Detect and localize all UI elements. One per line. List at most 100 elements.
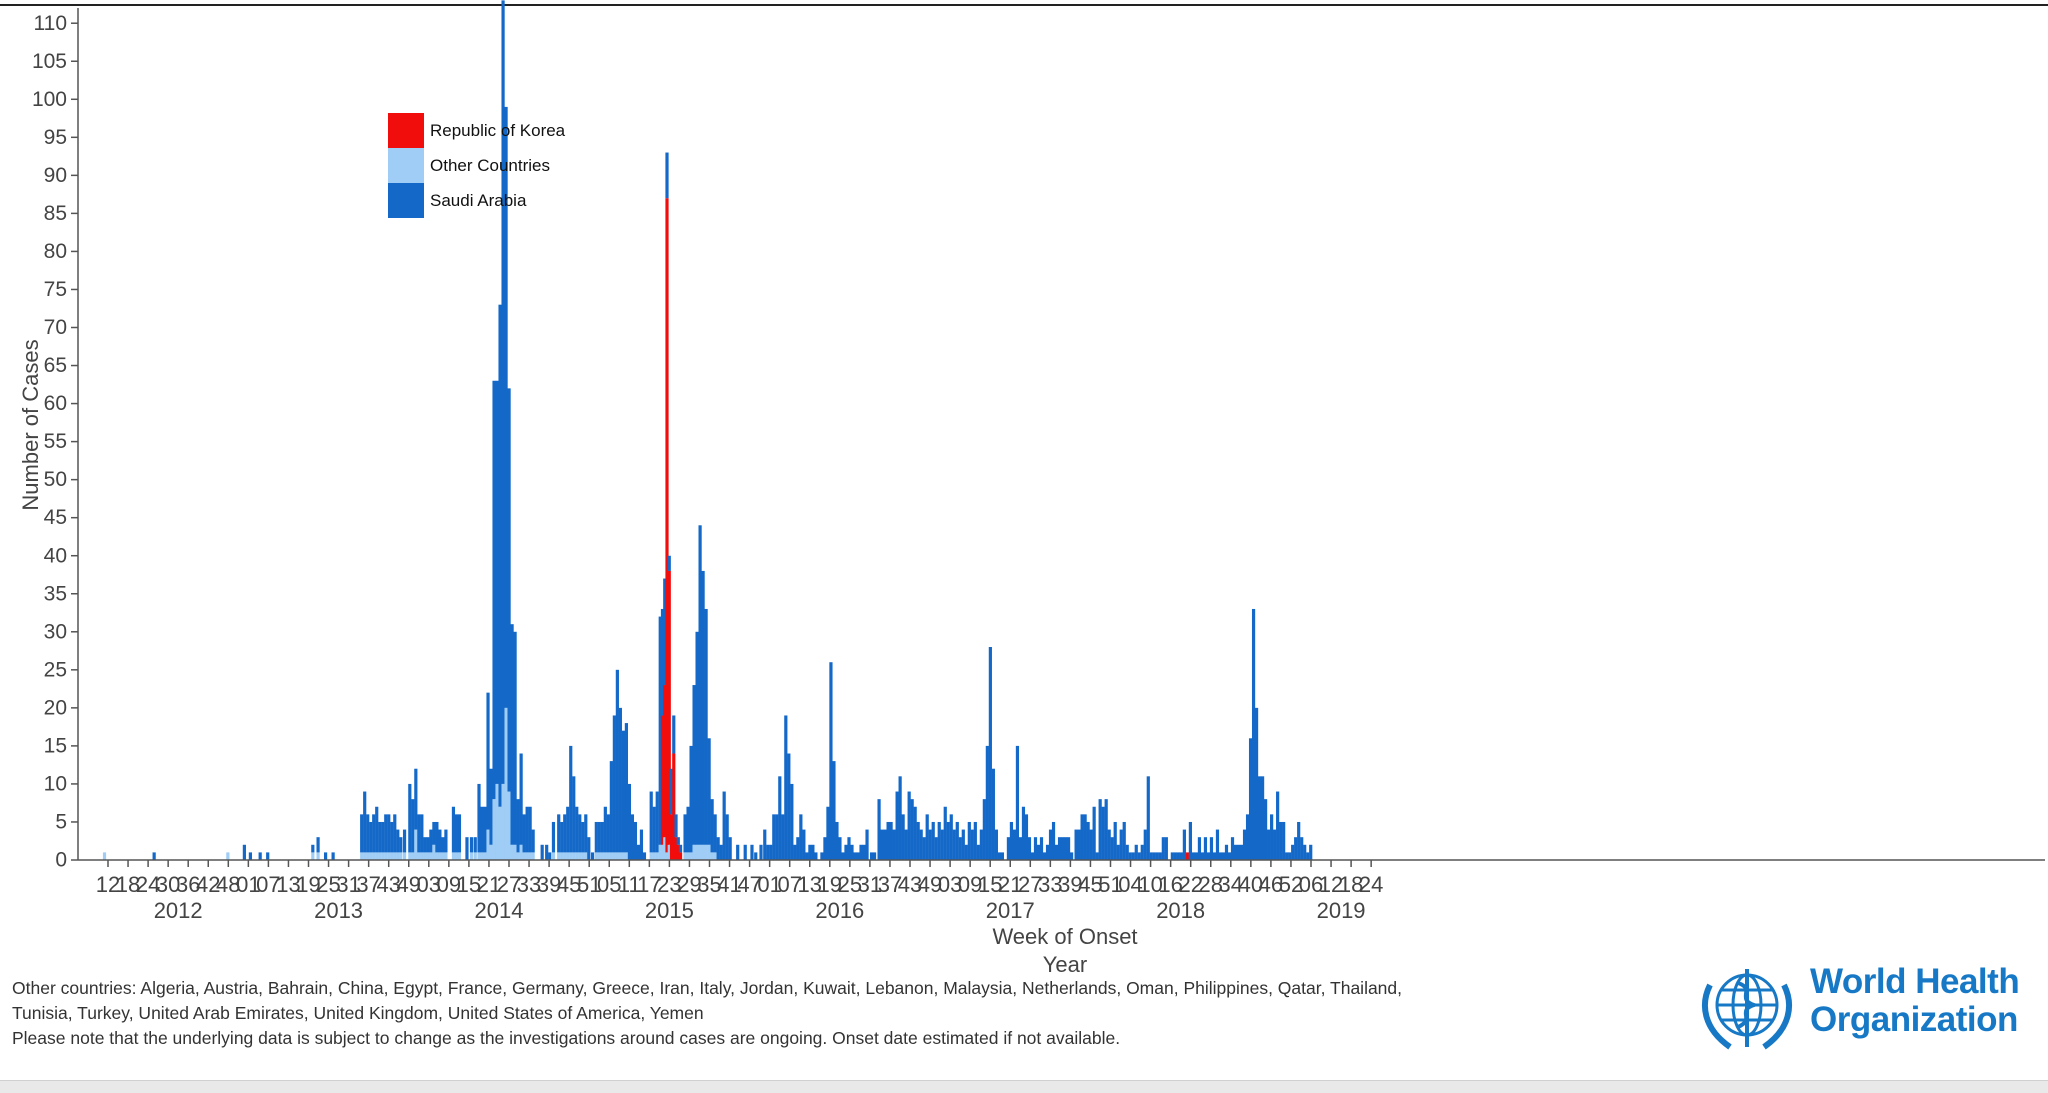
bar-saudi-arabia [698,525,702,845]
bar-saudi-arabia [1239,844,1244,860]
bar-saudi-arabia [489,768,493,845]
y-tick-label: 20 [44,696,67,719]
bar-saudi-arabia [1279,821,1283,860]
bar-saudi-arabia [901,814,905,860]
bar-other-countries [689,852,693,860]
bar-saudi-arabia [847,837,851,860]
bar-saudi-arabia [615,669,619,853]
bar-saudi-arabia [919,829,923,860]
bar-other-countries [695,844,699,860]
bar-saudi-arabia [880,829,884,860]
bar-saudi-arabia [660,608,665,716]
bar-other-countries [429,852,433,860]
bar-saudi-arabia [934,837,938,860]
bar-saudi-arabia [513,631,517,845]
bar-saudi-arabia [451,806,456,853]
bar-saudi-arabia [1048,829,1053,860]
bar-saudi-arabia [432,821,436,845]
bar-other-countries [381,852,385,860]
legend-swatch [388,113,424,148]
bar-saudi-arabia [248,852,252,860]
bar-saudi-arabia [805,852,809,860]
x-tick-label: 06 [1299,872,1323,897]
bar-saudi-arabia [1122,821,1126,860]
bar-saudi-arabia [473,837,477,853]
x-tick-label: 17 [637,872,661,897]
bar-other-countries [432,844,436,860]
bar-other-countries [423,852,427,860]
bar-saudi-arabia [859,844,863,860]
bar-saudi-arabia [603,806,607,853]
bar-other-countries [566,852,570,860]
bar-other-countries [369,852,373,860]
legend-swatch [388,148,424,183]
bar-saudi-arabia [1309,844,1313,860]
bar-saudi-arabia [1012,829,1017,860]
x-tick-label: 36 [176,872,200,897]
x-tick-label: 42 [196,872,220,897]
bar-other-countries [417,852,421,860]
bar-saudi-arabia [1273,829,1277,860]
bar-saudi-arabia [928,829,932,860]
x-axis-title-year-wrap: Year [1043,952,1087,977]
bar-other-countries [102,852,107,860]
bar-saudi-arabia [630,814,635,860]
x-tick-label: 12 [96,872,120,897]
bar-saudi-arabia [627,783,632,860]
bar-other-countries [510,844,514,860]
bar-saudi-arabia [707,738,711,845]
bar-saudi-arabia [1173,852,1177,860]
x-tick-label: 37 [356,872,380,897]
x-tick-label: 01 [236,872,260,897]
bar-saudi-arabia [1045,844,1050,860]
bar-saudi-arabia [621,730,625,853]
bar-saudi-arabia [793,844,797,860]
bar-saudi-arabia [581,821,585,853]
x-tick-label: 23 [657,872,681,897]
bar-saudi-arabia [695,631,699,845]
x-tick-label: 39 [537,872,561,897]
bar-other-countries [426,852,430,860]
x-tick-label: 12 [1319,872,1343,897]
bar-saudi-arabia [600,821,604,853]
bar-other-countries [402,852,407,860]
bar-saudi-arabia [495,380,499,784]
bar-republic-of-korea [672,753,676,860]
bar-other-countries [612,852,616,860]
x-tick-label: 28 [1199,872,1223,897]
bar-saudi-arabia [1074,829,1078,860]
bar-saudi-arabia [414,768,418,830]
x-tick-label: 29 [677,872,701,897]
bar-other-countries [390,852,394,860]
x-tick-label: 46 [1259,872,1283,897]
bar-saudi-arabia [778,776,782,860]
bar-saudi-arabia [1095,852,1099,860]
bar-other-countries [710,852,714,860]
bar-saudi-arabia [716,837,720,860]
footnote: Other countries: Algeria, Austria, Bahra… [12,976,1672,1051]
bar-saudi-arabia [441,837,445,853]
bar-saudi-arabia [569,745,573,853]
bar-saudi-arabia [551,821,556,853]
bar-other-countries [473,852,477,860]
x-tick-label: 24 [136,872,160,897]
bar-saudi-arabia [1206,852,1211,860]
bar-saudi-arabia [820,852,824,860]
bar-saudi-arabia [1069,852,1074,860]
x-tick-label: 37 [878,872,902,897]
bar-other-countries [578,852,582,860]
bar-other-countries [649,852,653,860]
bar-saudi-arabia [1149,852,1153,860]
bar-other-countries [594,852,598,860]
bar-other-countries [519,844,523,860]
bar-saudi-arabia [769,844,773,860]
bar-saudi-arabia [366,814,370,853]
bar-saudi-arabia [1242,829,1247,860]
bar-saudi-arabia [652,806,656,853]
bar-saudi-arabia [808,844,812,860]
bar-saudi-arabia [1267,829,1271,860]
bar-saudi-arabia [435,821,439,853]
bar-saudi-arabia [480,806,484,853]
bar-republic-of-korea [1185,852,1189,860]
bar-saudi-arabia [331,852,335,860]
